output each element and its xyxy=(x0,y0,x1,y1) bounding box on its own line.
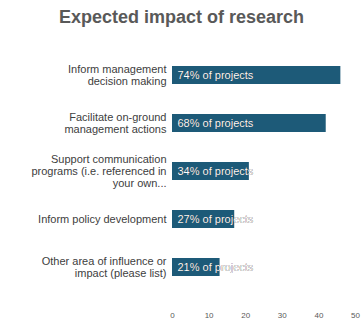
html-text:Expected impact of research: Expected impact of research xyxy=(58,7,304,27)
svg-text:27% of projects: 27% of projects xyxy=(178,213,254,225)
svg-text:34% of projects: 34% of projects xyxy=(178,165,254,177)
svg-text:34% of projects: 34% of projects xyxy=(178,165,254,177)
svg-text:21% of projects: 21% of projects xyxy=(178,261,254,273)
svg-text:68% of projects: 68% of projects xyxy=(178,117,254,129)
svg-text:68% of projects: 68% of projects xyxy=(178,117,254,129)
svg-text:50: 50 xyxy=(351,311,360,320)
svg-text:10: 10 xyxy=(205,311,214,320)
svg-text:20: 20 xyxy=(241,311,250,320)
svg-text:27% of projects: 27% of projects xyxy=(178,213,254,225)
svg-text:Support communicationprograms: Support communicationprograms (i.e. refe… xyxy=(31,153,166,189)
svg-text:Facilitate on-groundmanagement: Facilitate on-groundmanagement actions xyxy=(64,111,167,135)
svg-text:Inform managementdecision maki: Inform managementdecision making xyxy=(68,63,166,87)
svg-text:74% of projects: 74% of projects xyxy=(178,69,254,81)
svg-text:Other area of influence orimpa: Other area of influence orimpact (please… xyxy=(42,255,167,279)
svg-text:30: 30 xyxy=(278,311,287,320)
svg-text:Inform policy development: Inform policy development xyxy=(38,213,166,225)
svg-text:0: 0 xyxy=(170,311,175,320)
svg-text:74% of projects: 74% of projects xyxy=(178,69,254,81)
svg-text:40: 40 xyxy=(314,311,323,320)
svg-text:21% of projects: 21% of projects xyxy=(178,261,254,273)
